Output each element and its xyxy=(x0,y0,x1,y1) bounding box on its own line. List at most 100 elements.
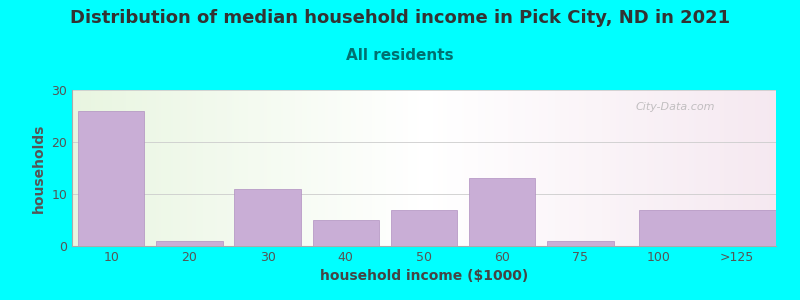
Bar xyxy=(759,90,762,246)
Bar xyxy=(98,90,100,246)
Bar xyxy=(396,90,398,246)
Bar xyxy=(570,90,572,246)
Bar xyxy=(687,90,689,246)
Bar xyxy=(243,90,246,246)
Bar xyxy=(398,90,401,246)
Bar xyxy=(419,90,422,246)
Bar xyxy=(302,90,304,246)
Bar xyxy=(490,90,492,246)
Bar xyxy=(509,90,511,246)
Bar xyxy=(90,90,93,246)
Bar xyxy=(222,90,225,246)
Bar xyxy=(316,90,318,246)
Bar xyxy=(330,90,333,246)
Bar xyxy=(161,90,163,246)
Bar xyxy=(122,90,124,246)
Bar xyxy=(518,90,520,246)
Bar xyxy=(457,90,459,246)
Bar xyxy=(582,90,583,246)
Bar xyxy=(562,90,565,246)
Bar xyxy=(163,90,166,246)
Bar xyxy=(105,90,107,246)
Bar xyxy=(328,90,330,246)
Bar xyxy=(79,90,82,246)
Bar xyxy=(208,90,210,246)
Bar xyxy=(534,90,537,246)
Bar xyxy=(412,90,414,246)
Bar xyxy=(598,90,600,246)
Bar xyxy=(607,90,610,246)
Bar xyxy=(680,90,682,246)
Bar xyxy=(253,90,255,246)
Bar xyxy=(691,90,694,246)
Bar xyxy=(635,90,638,246)
Bar xyxy=(255,90,258,246)
Bar xyxy=(356,90,358,246)
Bar xyxy=(678,90,680,246)
Bar xyxy=(487,90,490,246)
Bar xyxy=(281,90,283,246)
Bar xyxy=(157,90,159,246)
Bar xyxy=(182,90,185,246)
Bar xyxy=(565,90,567,246)
Bar xyxy=(701,90,703,246)
Bar xyxy=(614,90,617,246)
Bar xyxy=(666,90,668,246)
Bar xyxy=(553,90,555,246)
Bar xyxy=(600,90,602,246)
Bar xyxy=(72,90,74,246)
Bar xyxy=(84,90,86,246)
Bar xyxy=(718,90,720,246)
Bar xyxy=(574,90,577,246)
Bar xyxy=(623,90,626,246)
Bar xyxy=(100,90,102,246)
Bar xyxy=(682,90,685,246)
Bar xyxy=(506,90,509,246)
Bar xyxy=(133,90,135,246)
Bar xyxy=(220,90,222,246)
Bar xyxy=(227,90,230,246)
Bar xyxy=(386,90,389,246)
Bar xyxy=(414,90,417,246)
Bar xyxy=(685,90,687,246)
Bar xyxy=(265,90,266,246)
Bar xyxy=(595,90,598,246)
Bar xyxy=(351,90,354,246)
Bar xyxy=(337,90,339,246)
Bar xyxy=(471,90,474,246)
Bar xyxy=(262,90,265,246)
Bar xyxy=(426,90,429,246)
Bar xyxy=(344,90,346,246)
Bar xyxy=(230,90,231,246)
Bar xyxy=(698,90,701,246)
Bar xyxy=(546,90,548,246)
Bar xyxy=(626,90,628,246)
Bar xyxy=(266,90,269,246)
Bar xyxy=(706,90,708,246)
Bar xyxy=(126,90,128,246)
Bar xyxy=(527,90,530,246)
Bar xyxy=(621,90,623,246)
X-axis label: household income ($1000): household income ($1000) xyxy=(320,269,528,284)
Bar xyxy=(537,90,539,246)
Bar xyxy=(166,90,168,246)
Bar xyxy=(335,90,337,246)
Bar xyxy=(342,90,344,246)
Bar xyxy=(363,90,366,246)
Bar xyxy=(480,90,482,246)
Bar xyxy=(283,90,286,246)
Bar xyxy=(511,90,513,246)
Bar xyxy=(750,90,753,246)
Bar xyxy=(736,90,738,246)
Bar xyxy=(389,90,391,246)
Bar xyxy=(311,90,314,246)
Bar xyxy=(384,90,386,246)
Bar xyxy=(234,90,236,246)
Bar xyxy=(588,90,590,246)
Bar xyxy=(746,90,748,246)
Bar xyxy=(525,90,527,246)
Bar xyxy=(447,90,450,246)
Bar xyxy=(190,90,192,246)
Bar xyxy=(117,90,119,246)
Bar xyxy=(372,90,374,246)
